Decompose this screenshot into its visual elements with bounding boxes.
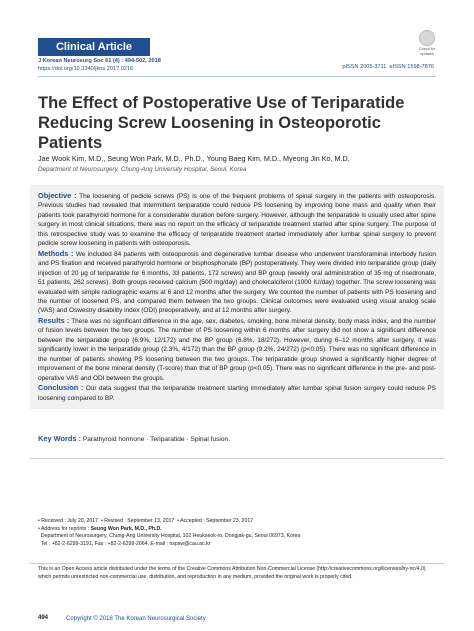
abstract-section: Objective : The loosening of pedicle scr… — [38, 191, 436, 249]
divider — [30, 563, 444, 564]
badge-text: Check for updates — [418, 47, 436, 56]
section-text: We included 84 patients with osteoporosi… — [38, 250, 436, 315]
copyright: Copyright © 2018 The Korean Neurosurgica… — [66, 616, 206, 622]
footnotes: • Received : July 20, 2017 • Revised : S… — [38, 518, 300, 548]
badge-icon — [419, 30, 435, 46]
dates: • Received : July 20, 2017 • Revised : S… — [38, 518, 254, 524]
section-text: The loosening of pedicle screws (PS) is … — [38, 193, 436, 248]
section-text: There was no significant difference in t… — [38, 317, 436, 382]
keywords: Key Words : Parathyroid hormone · Teripa… — [38, 434, 230, 443]
article-type: Clinical Article — [38, 38, 150, 56]
check-updates-badge[interactable]: Check for updates — [414, 30, 440, 56]
divider — [30, 458, 444, 459]
contact: Tel : +82-2-6299-3191, Fax : +82-2-6299-… — [40, 540, 211, 547]
address: Department of Neurosurgery, Chung-Ang Un… — [40, 533, 301, 540]
doi[interactable]: https://doi.org/10.3340/jkns.2017.0216 — [38, 66, 134, 72]
section-label: Conclusion : — [38, 383, 84, 393]
abstract: Objective : The loosening of pedicle scr… — [30, 185, 444, 409]
page-number: 494 — [38, 615, 49, 621]
section-label: Objective : — [38, 191, 77, 200]
reprints-name: Seung Won Park, M.D., Ph.D. — [90, 525, 162, 532]
authors: Jae Wook Kim, M.D., Seung Won Park, M.D.… — [38, 154, 350, 163]
section-text: Our data suggest that the teriparatide t… — [38, 385, 436, 402]
reprints-label: • Address for reprints : — [38, 525, 90, 532]
abstract-section: Methods : We included 84 patients with o… — [38, 249, 436, 316]
divider — [38, 76, 436, 77]
section-label: Results : — [38, 315, 70, 325]
abstract-section: Results : There was no significant diffe… — [38, 316, 436, 383]
title: The Effect of Postoperative Use of Terip… — [38, 94, 405, 152]
affiliation: Department of Neurosurgery, Chung-Ang Un… — [38, 166, 247, 173]
journal: J Korean Neurosurg Soc 61 (4) : 494-502,… — [38, 58, 161, 64]
keywords-text: Parathyroid hormone · Teriparatide · Spi… — [82, 436, 231, 443]
keywords-label: Key Words : — [38, 434, 81, 443]
section-label: Methods : — [38, 248, 74, 258]
abstract-section: Conclusion : Our data suggest that the t… — [38, 383, 436, 403]
issn: pISSN 2005-3711 eISSN 1598-7876 — [342, 64, 434, 70]
license: This is an Open Access article distribut… — [38, 566, 426, 580]
